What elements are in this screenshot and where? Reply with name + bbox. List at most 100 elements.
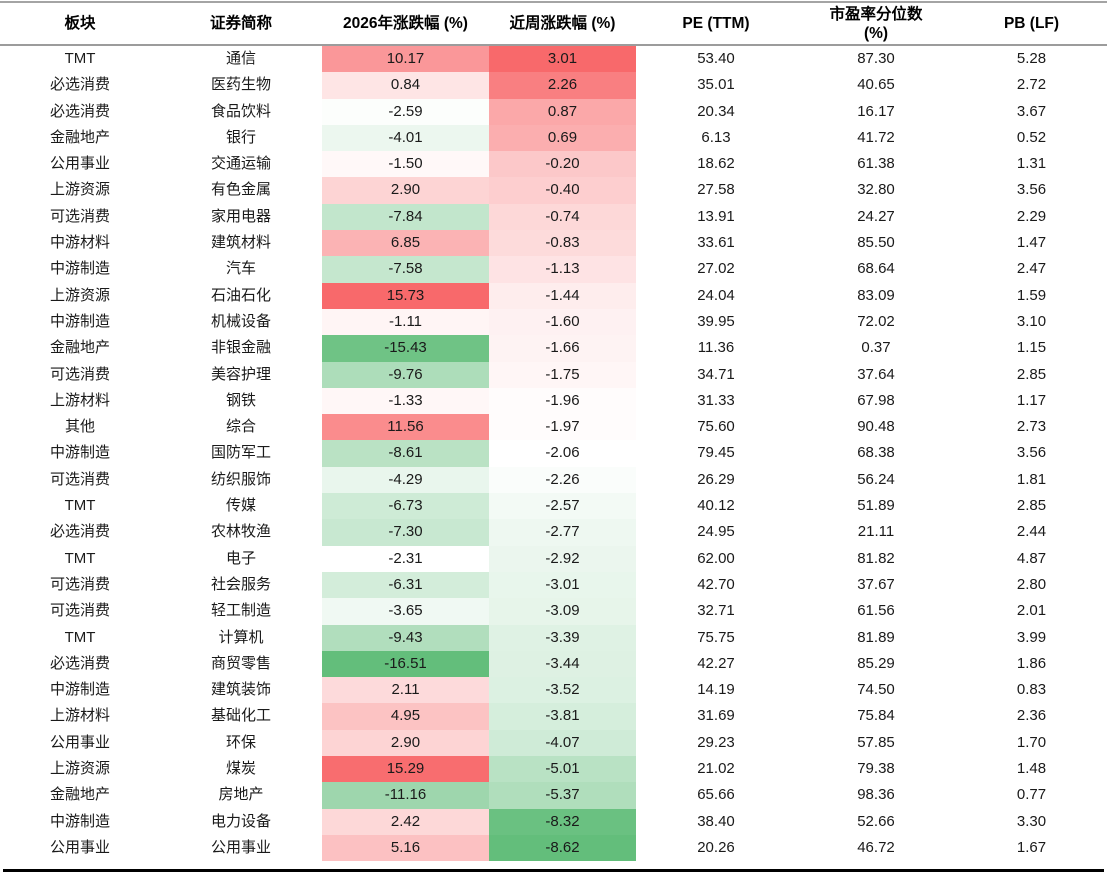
cell-pb: 5.28: [1016, 50, 1047, 67]
table-row: 可选消费 家用电器 -7.84 -0.74 13.91 24.27 2.29: [0, 203, 1107, 231]
table-row: 金融地产 房地产 -11.16 -5.37 65.66 98.36 0.77: [0, 782, 1107, 809]
cell-week: -3.39: [489, 624, 636, 651]
cell-sector: 中游制造: [49, 312, 110, 330]
cell-sector: TMT: [64, 549, 96, 567]
cell-pe: 34.71: [697, 365, 735, 383]
cell-sector: 可选消费: [49, 470, 110, 488]
cell-name: 银行: [225, 128, 256, 146]
cell-pe: 42.27: [697, 654, 735, 672]
col-header-pe-ttm-label: PE (TTM): [682, 15, 750, 32]
table-row: 金融地产 银行 -4.01 0.69 6.13 41.72 0.52: [0, 124, 1107, 152]
col-header-name-label: 证券简称: [209, 15, 272, 32]
cell-pe: 65.66: [697, 786, 735, 804]
cell-week: -1.44: [489, 282, 636, 309]
cell-week: -8.62: [489, 834, 636, 862]
col-header-ytd-change-label: 2026年涨跌幅 (%): [343, 15, 468, 32]
cell-pb: 1.31: [1016, 155, 1047, 173]
cell-sector: 可选消费: [49, 575, 110, 593]
cell-pb: 2.73: [1016, 418, 1047, 436]
cell-pe_pct: 83.09: [857, 286, 895, 304]
table-row: 公用事业 环保 2.90 -4.07 29.23 57.85 1.70: [0, 729, 1107, 757]
cell-pe: 26.29: [697, 470, 735, 488]
cell-name: 环保: [225, 733, 256, 751]
bottom-rule: [3, 869, 1104, 873]
cell-pe_pct: 52.66: [857, 812, 895, 830]
cell-pb: 0.52: [1016, 128, 1047, 146]
cell-pe: 62.00: [697, 549, 735, 567]
cell-name: 计算机: [218, 628, 264, 646]
cell-pe_pct: 81.89: [857, 628, 895, 646]
cell-pe: 14.19: [697, 681, 735, 699]
cell-ytd: -7.30: [322, 519, 489, 546]
cell-pe_pct: 56.24: [857, 470, 895, 488]
cell-pb: 2.85: [1016, 365, 1047, 383]
cell-pe_pct: 16.17: [857, 102, 895, 120]
cell-pb: 3.30: [1016, 812, 1047, 830]
table-row: 上游资源 有色金属 2.90 -0.40 27.58 32.80 3.56: [0, 177, 1107, 204]
cell-ytd: -6.73: [322, 493, 489, 520]
table-row: 上游材料 钢铁 -1.33 -1.96 31.33 67.98 1.17: [0, 387, 1107, 415]
cell-sector: 公用事业: [49, 838, 110, 856]
table-row: 可选消费 美容护理 -9.76 -1.75 34.71 37.64 2.85: [0, 361, 1107, 388]
cell-name: 建筑材料: [210, 234, 271, 252]
table-row: 其他 综合 11.56 -1.97 75.60 90.48 2.73: [0, 414, 1107, 441]
cell-week: -2.92: [489, 545, 636, 572]
cell-pb: 1.86: [1016, 654, 1047, 672]
table-row: 金融地产 非银金融 -15.43 -1.66 11.36 0.37 1.15: [0, 335, 1107, 362]
cell-name: 综合: [225, 418, 256, 436]
cell-name: 交通运输: [210, 155, 271, 173]
cell-pb: 2.47: [1016, 260, 1047, 278]
cell-name: 食品饮料: [210, 102, 271, 120]
cell-pb: 2.72: [1016, 76, 1047, 94]
cell-name: 汽车: [225, 260, 256, 278]
table-row: 公用事业 交通运输 -1.50 -0.20 18.62 61.38 1.31: [0, 151, 1107, 178]
cell-sector: 可选消费: [49, 602, 110, 620]
cell-pe_pct: 46.72: [857, 838, 895, 856]
cell-sector: 上游材料: [49, 707, 110, 725]
cell-ytd: -8.61: [322, 440, 489, 467]
table-row: 可选消费 社会服务 -6.31 -3.01 42.70 37.67 2.80: [0, 571, 1107, 599]
table-row: 可选消费 轻工制造 -3.65 -3.09 32.71 61.56 2.01: [0, 598, 1107, 625]
col-header-pb-lf: PB (LF): [956, 3, 1107, 44]
cell-pe: 39.95: [697, 312, 735, 330]
cell-ytd: -2.59: [322, 98, 489, 125]
cell-sector: TMT: [64, 50, 96, 67]
cell-week: 2.26: [489, 72, 636, 99]
cell-week: -2.26: [489, 466, 636, 494]
cell-name: 煤炭: [225, 760, 256, 778]
table-row: 中游制造 机械设备 -1.11 -1.60 39.95 72.02 3.10: [0, 308, 1107, 336]
cell-week: -3.09: [489, 598, 636, 625]
cell-pe: 32.71: [697, 602, 735, 620]
cell-pe_pct: 87.30: [857, 50, 895, 67]
cell-pb: 2.80: [1016, 575, 1047, 593]
table-row: 中游材料 建筑材料 6.85 -0.83 33.61 85.50 1.47: [0, 230, 1107, 257]
table-row: 中游制造 电力设备 2.42 -8.32 38.40 52.66 3.30: [0, 808, 1107, 835]
col-header-pe-percentile: 市盈率分位数 (%): [796, 3, 956, 44]
cell-week: -3.81: [489, 703, 636, 730]
cell-pe: 40.12: [697, 497, 735, 515]
cell-name: 家用电器: [210, 207, 271, 225]
cell-ytd: -4.29: [322, 466, 489, 494]
col-header-sector-label: 板块: [64, 15, 96, 32]
table-row: 必选消费 医药生物 0.84 2.26 35.01 40.65 2.72: [0, 72, 1107, 99]
cell-pe: 24.04: [697, 286, 735, 304]
col-header-sector: 板块: [0, 3, 160, 44]
cell-pb: 1.15: [1016, 339, 1047, 357]
cell-week: -1.97: [489, 414, 636, 441]
col-header-ytd-change: 2026年涨跌幅 (%): [322, 3, 489, 44]
cell-ytd: -7.84: [322, 203, 489, 231]
cell-name: 有色金属: [210, 181, 271, 199]
table-row: TMT 电子 -2.31 -2.92 62.00 81.82 4.87: [0, 545, 1107, 572]
cell-ytd: -6.31: [322, 571, 489, 599]
table-row: 上游资源 石油石化 15.73 -1.44 24.04 83.09 1.59: [0, 282, 1107, 309]
cell-week: -3.01: [489, 571, 636, 599]
table-body: TMT 通信 10.17 3.01 53.40 87.30 5.28 必选消费 医药生物 0.84…: [0, 46, 1107, 862]
cell-pe_pct: 0.37: [861, 339, 891, 357]
cell-name: 电子: [225, 549, 256, 567]
cell-ytd: -3.65: [322, 598, 489, 625]
cell-name: 传媒: [225, 497, 256, 515]
cell-name: 建筑装饰: [210, 681, 271, 699]
cell-week: -5.01: [489, 756, 636, 783]
cell-sector: 必选消费: [49, 76, 110, 94]
cell-pe_pct: 32.80: [857, 181, 895, 199]
